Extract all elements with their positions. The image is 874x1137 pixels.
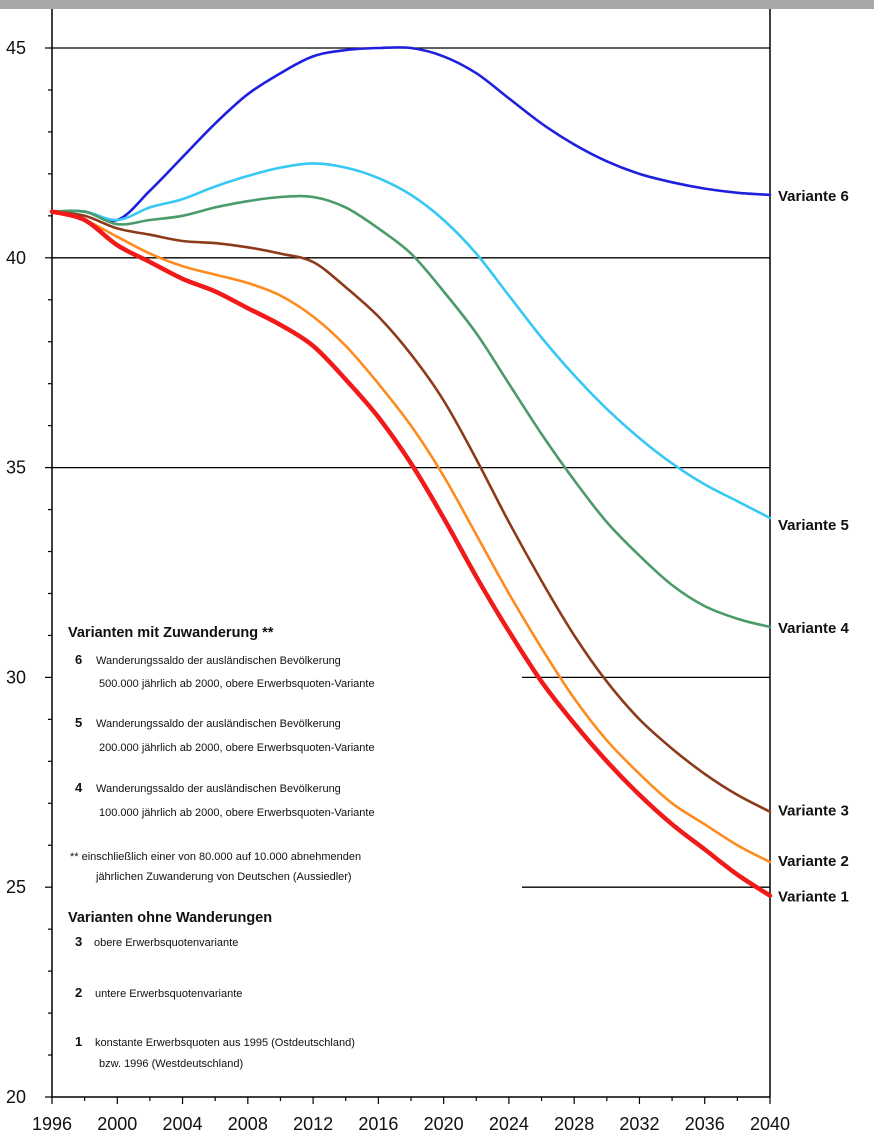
legend-item-line: 500.000 jährlich ab 2000, obere Erwerbsq…: [99, 678, 375, 690]
gridlines: [52, 47, 770, 888]
legend-num: 6: [75, 652, 82, 667]
y-tick-label: 20: [6, 1087, 26, 1107]
legend-num: 1: [75, 1034, 82, 1049]
legend: Varianten mit Zuwanderung ** 6 Wanderung…: [68, 625, 375, 1070]
series-line: [50, 46, 772, 222]
tick-labels: 1996 2000 2004 2008 2012 2016 2020 2024 2028 2032…: [6, 38, 790, 1134]
legend-heading-with: Varianten mit Zuwanderung **: [68, 625, 274, 641]
legend-item-line: Wanderungssaldo der ausländischen Bevölk…: [96, 718, 341, 730]
legend-num: 2: [75, 985, 82, 1000]
series-end-label: Variante 3: [778, 803, 849, 820]
series-line: [50, 210, 772, 813]
legend-item-line: obere Erwerbsquotenvariante: [94, 937, 238, 949]
series-end-label: Variante 6: [778, 188, 849, 205]
legend-num: 4: [75, 780, 83, 795]
x-tick-label: 2024: [489, 1114, 529, 1134]
axes: [51, 9, 771, 1098]
series-end-label: Variante 4: [778, 620, 850, 637]
legend-note-line: jährlichen Zuwanderung von Deutschen (Au…: [95, 871, 352, 883]
series-lines: [49, 46, 773, 898]
x-tick-label: 2000: [97, 1114, 137, 1134]
top-band: [0, 0, 874, 9]
series-labels: Variante 6 Variante 5 Variante 4 Variante 3…: [778, 188, 850, 906]
tick-marks: [45, 47, 771, 1104]
series-line: [50, 210, 772, 864]
series-line: [50, 162, 772, 520]
y-tick-label: 25: [6, 877, 26, 897]
legend-note-line: ** einschließlich einer von 80.000 auf 1…: [70, 851, 361, 863]
y-tick-label: 45: [6, 38, 26, 58]
legend-item-line: 100.000 jährlich ab 2000, obere Erwerbsq…: [99, 807, 375, 819]
x-tick-label: 2016: [358, 1114, 398, 1134]
y-tick-label: 30: [6, 667, 26, 687]
legend-item-line: 200.000 jährlich ab 2000, obere Erwerbsq…: [99, 742, 375, 754]
legend-heading-without: Varianten ohne Wanderungen: [68, 910, 272, 926]
x-tick-label: 2004: [163, 1114, 203, 1134]
series-line: [49, 209, 773, 898]
legend-item-line: Wanderungssaldo der ausländischen Bevölk…: [96, 783, 341, 795]
y-tick-label: 35: [6, 458, 26, 478]
x-tick-label: 2008: [228, 1114, 268, 1134]
x-tick-label: 2040: [750, 1114, 790, 1134]
x-tick-label: 2032: [619, 1114, 659, 1134]
legend-item-line: konstante Erwerbsquoten aus 1995 (Ostdeu…: [95, 1037, 355, 1049]
series-end-label: Variante 1: [778, 889, 849, 906]
series-line: [50, 194, 772, 629]
y-tick-label: 40: [6, 248, 26, 268]
x-tick-label: 1996: [32, 1114, 72, 1134]
legend-num: 3: [75, 934, 82, 949]
x-tick-label: 2028: [554, 1114, 594, 1134]
x-tick-label: 2036: [685, 1114, 725, 1134]
series-end-label: Variante 2: [778, 853, 849, 870]
series-end-label: Variante 5: [778, 517, 849, 534]
x-tick-label: 2012: [293, 1114, 333, 1134]
legend-item-line: untere Erwerbsquotenvariante: [95, 988, 242, 1000]
x-tick-label: 2020: [424, 1114, 464, 1134]
legend-item-line: Wanderungssaldo der ausländischen Bevölk…: [96, 655, 341, 667]
legend-num: 5: [75, 715, 82, 730]
legend-item-line: bzw. 1996 (Westdeutschland): [99, 1058, 243, 1070]
